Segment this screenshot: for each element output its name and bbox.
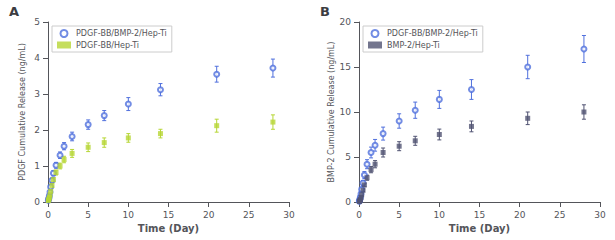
svg-text:PDGF Cumulative Release (ng/mL: PDGF Cumulative Release (ng/mL) [18, 43, 27, 181]
svg-text:10: 10 [340, 107, 352, 117]
svg-text:10: 10 [434, 210, 446, 220]
svg-text:BMP-2/Hep-Ti: BMP-2/Hep-Ti [387, 41, 440, 50]
svg-text:5: 5 [396, 210, 402, 220]
svg-text:15: 15 [340, 62, 351, 72]
svg-text:5: 5 [85, 210, 91, 220]
svg-text:25: 25 [243, 210, 254, 220]
svg-text:0: 0 [345, 197, 351, 207]
svg-text:20: 20 [514, 210, 526, 220]
svg-text:PDGF-BB/Hep-Ti: PDGF-BB/Hep-Ti [76, 41, 139, 50]
svg-text:30: 30 [283, 210, 295, 220]
svg-text:5: 5 [34, 17, 40, 27]
svg-text:BMP-2 Cumulative Release (ng/m: BMP-2 Cumulative Release (ng/mL) [327, 42, 336, 183]
svg-text:20: 20 [340, 17, 352, 27]
svg-text:PDGF-BB/BMP-2/Hep-Ti: PDGF-BB/BMP-2/Hep-Ti [76, 29, 167, 38]
svg-text:0: 0 [34, 197, 40, 207]
svg-text:15: 15 [163, 210, 174, 220]
svg-text:1: 1 [34, 161, 40, 171]
svg-text:Time (Day): Time (Day) [449, 223, 510, 234]
svg-text:15: 15 [474, 210, 485, 220]
svg-text:0: 0 [356, 210, 362, 220]
svg-text:20: 20 [203, 210, 215, 220]
svg-text:3: 3 [34, 89, 40, 99]
svg-text:4: 4 [34, 53, 40, 63]
svg-text:25: 25 [554, 210, 565, 220]
svg-text:10: 10 [123, 210, 135, 220]
svg-text:0: 0 [45, 210, 51, 220]
svg-text:PDGF-BB/BMP-2/Hep-Ti: PDGF-BB/BMP-2/Hep-Ti [387, 29, 478, 38]
svg-text:Time (Day): Time (Day) [138, 223, 199, 234]
svg-text:A: A [9, 4, 19, 19]
svg-text:5: 5 [345, 152, 351, 162]
svg-text:B: B [320, 4, 330, 19]
svg-text:2: 2 [34, 125, 40, 135]
svg-text:30: 30 [594, 210, 606, 220]
